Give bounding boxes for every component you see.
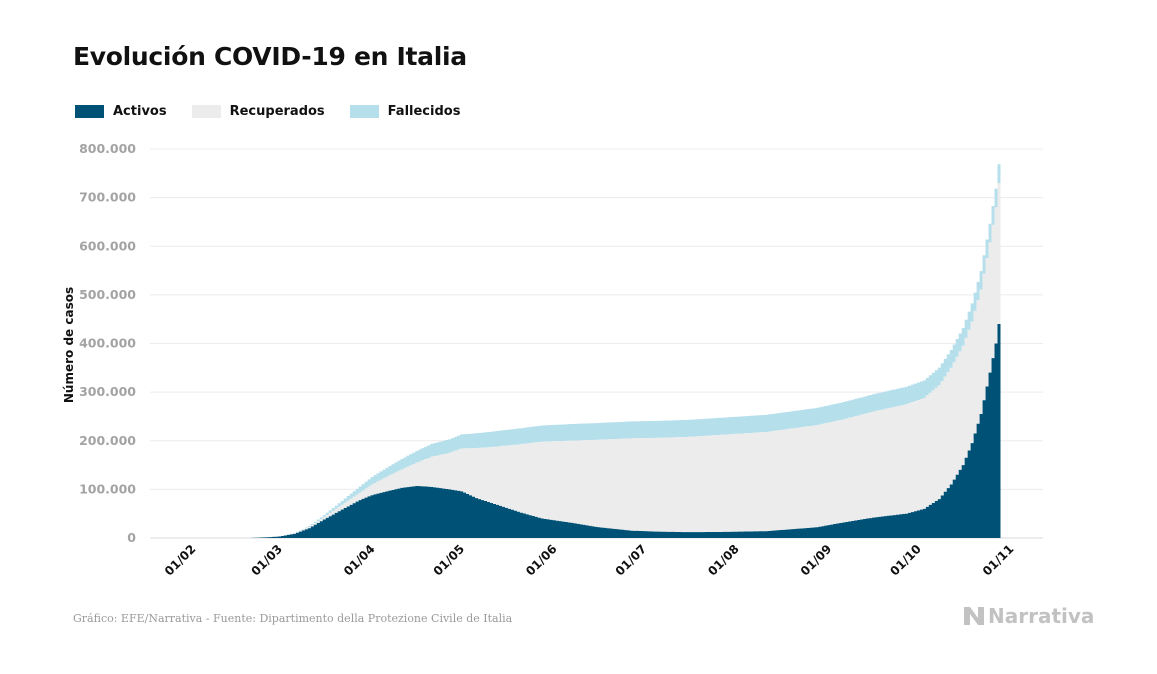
legend-swatch-activos <box>75 105 104 118</box>
x-tick-label: 01/04 <box>341 542 378 579</box>
x-tick-label: 01/06 <box>523 542 560 579</box>
y-tick-label: 0 <box>127 530 136 545</box>
area-fallecidos <box>248 164 1001 539</box>
x-tick-label: 01/02 <box>162 542 199 579</box>
chart-legend: Activos Recuperados Fallecidos <box>75 104 485 119</box>
legend-label-recuperados: Recuperados <box>229 104 325 119</box>
x-tick-label: 01/05 <box>431 542 468 579</box>
y-tick-label: 800.000 <box>79 141 136 156</box>
brand-name: Narrativa <box>988 604 1095 628</box>
y-tick-label: 300.000 <box>79 384 136 399</box>
narrativa-logo-icon <box>964 607 984 625</box>
source-note: Gráfico: EFE/Narrativa - Fuente: Diparti… <box>73 612 513 625</box>
legend-item-activos: Activos <box>75 104 167 119</box>
y-tick-label: 100.000 <box>79 481 136 496</box>
x-tick-label: 01/09 <box>798 542 835 579</box>
area-activos <box>248 324 1001 538</box>
y-tick-label: 600.000 <box>79 238 136 253</box>
x-tick-label: 01/07 <box>613 542 650 579</box>
legend-item-fallecidos: Fallecidos <box>349 104 461 119</box>
y-tick-label: 700.000 <box>79 190 136 205</box>
legend-swatch-recuperados <box>191 105 221 118</box>
x-tick-label: 01/08 <box>705 542 742 579</box>
area-recuperados <box>248 183 1001 538</box>
legend-item-recuperados: Recuperados <box>191 104 325 119</box>
y-tick-label: 200.000 <box>79 433 136 448</box>
y-tick-label: 400.000 <box>79 336 136 351</box>
x-tick-label: 01/03 <box>248 542 285 579</box>
brand-logo: Narrativa <box>963 604 1094 628</box>
stacked-area-chart: 0 100.000 200.000 300.000 400.000 500.000 600.… <box>62 141 1043 579</box>
chart-title: Evolución COVID-19 en Italia <box>73 42 467 71</box>
legend-label-activos: Activos <box>113 104 167 119</box>
x-tick-label: 01/11 <box>980 542 1017 579</box>
y-tick-label: 500.000 <box>79 287 136 302</box>
legend-swatch-fallecidos <box>349 105 379 118</box>
y-axis-label: Número de casos <box>62 287 76 403</box>
legend-label-fallecidos: Fallecidos <box>387 104 461 119</box>
y-axis-ticks: 0 100.000 200.000 300.000 400.000 500.000 600.… <box>79 141 136 545</box>
area-series <box>248 164 1001 539</box>
x-tick-label: 01/10 <box>887 542 924 579</box>
x-axis-ticks: 01/02 01/03 01/04 01/05 01/06 01/07 01/08 01/09… <box>162 542 1017 579</box>
